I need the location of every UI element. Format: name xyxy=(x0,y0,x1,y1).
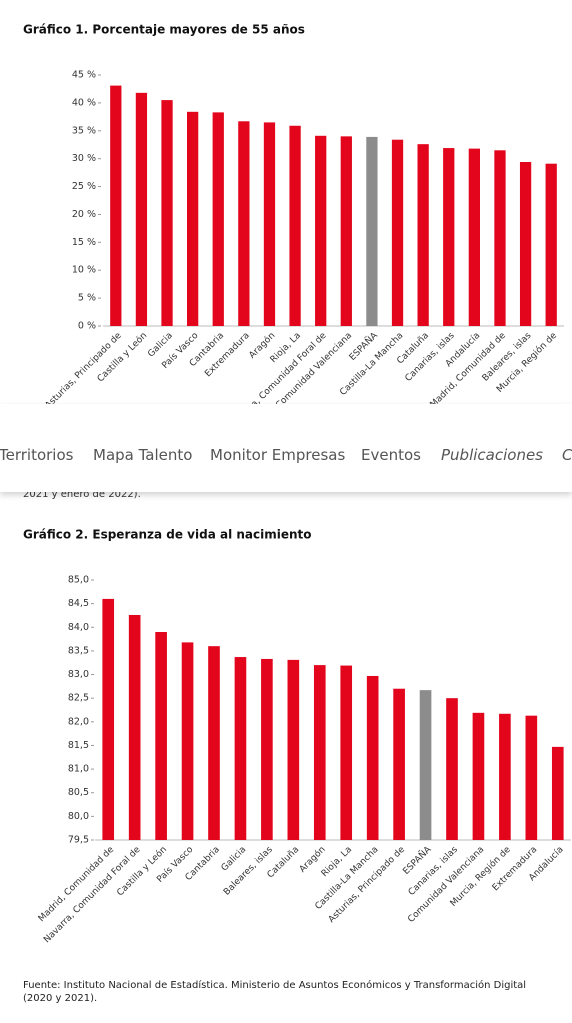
bar xyxy=(313,665,326,840)
bar xyxy=(161,100,173,326)
chart-title: Gráfico 2. Esperanza de vida al nacimien… xyxy=(23,528,312,542)
bar xyxy=(315,135,327,326)
chart: Gráfico 1. Porcentaje mayores de 55 años… xyxy=(23,23,564,431)
y-tick-label: 35 % xyxy=(72,125,96,136)
bar xyxy=(135,92,148,326)
bar xyxy=(419,690,432,840)
x-tick-label: Navarra, Comunidad Foral de xyxy=(42,844,143,945)
bar xyxy=(366,136,378,326)
bar xyxy=(468,148,480,326)
y-tick-label: 0 % xyxy=(78,321,96,332)
bar xyxy=(234,657,247,840)
nav-item[interactable]: Territorios xyxy=(0,446,74,464)
nav-item[interactable]: Publicaciones xyxy=(441,446,543,464)
bar xyxy=(102,598,115,840)
nav-bar: Territorios Mapa Talento Monitor Empresa… xyxy=(0,404,572,492)
y-tick-label: 82,0 xyxy=(68,716,89,727)
bar xyxy=(155,632,167,840)
bar xyxy=(289,125,301,326)
bar xyxy=(263,122,276,327)
y-tick-label: 84,0 xyxy=(68,622,89,633)
y-tick-label: 5 % xyxy=(78,293,96,304)
bar xyxy=(472,712,485,840)
y-tick-label: 20 % xyxy=(72,209,96,220)
bar xyxy=(212,112,224,326)
bar xyxy=(494,150,506,326)
y-tick-label: 30 % xyxy=(72,153,96,164)
bar xyxy=(519,162,532,326)
y-tick-label: 25 % xyxy=(72,181,96,192)
bar xyxy=(187,111,199,327)
nav-item[interactable]: Monitor Empresas xyxy=(210,446,346,464)
bar xyxy=(340,136,352,326)
bar xyxy=(443,148,455,326)
y-tick-label: 83,0 xyxy=(68,669,89,680)
nav-item[interactable]: Eventos xyxy=(361,446,421,464)
source-note: Fuente: Instituto Nacional de Estadístic… xyxy=(23,980,527,1004)
bar xyxy=(393,688,405,840)
y-tick-label: 83,5 xyxy=(68,645,89,656)
text-snippet: 2021 y enero de 2022). xyxy=(23,489,141,500)
bar xyxy=(128,614,141,840)
bar xyxy=(238,121,250,326)
nav-item[interactable]: Mapa Talento xyxy=(93,446,193,464)
bar xyxy=(340,665,353,840)
bar xyxy=(110,85,122,326)
bar xyxy=(261,658,273,840)
bar xyxy=(391,139,404,326)
bar xyxy=(366,675,379,840)
y-tick-label: 80,5 xyxy=(68,787,89,798)
bar xyxy=(208,646,220,840)
y-tick-label: 84,5 xyxy=(68,598,89,609)
chart: Gráfico 2. Esperanza de vida al nacimien… xyxy=(23,528,571,945)
y-tick-label: 45 % xyxy=(72,70,96,81)
y-tick-label: 81,5 xyxy=(68,740,89,751)
y-tick-label: 85,0 xyxy=(68,575,89,586)
chart-title: Gráfico 1. Porcentaje mayores de 55 años xyxy=(23,23,305,37)
y-tick-label: 82,5 xyxy=(68,693,89,704)
bar xyxy=(525,715,538,840)
bar xyxy=(446,698,458,840)
bar xyxy=(181,642,194,840)
y-tick-label: 15 % xyxy=(72,237,96,248)
bar xyxy=(417,144,429,326)
bar xyxy=(551,746,564,840)
y-tick-label: 10 % xyxy=(72,265,96,276)
bar xyxy=(499,713,511,840)
y-tick-label: 81,0 xyxy=(68,764,89,775)
bar xyxy=(287,659,300,840)
y-tick-label: 40 % xyxy=(72,97,96,108)
nav-item[interactable]: C xyxy=(562,446,572,464)
y-tick-label: 79,5 xyxy=(68,835,89,846)
y-tick-label: 80,0 xyxy=(68,811,89,822)
bar xyxy=(545,163,557,326)
